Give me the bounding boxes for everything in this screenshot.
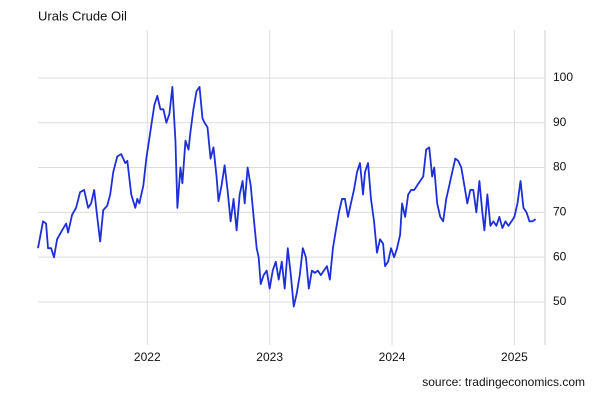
chart-title: Urals Crude Oil: [38, 8, 127, 23]
y-tick-label: 80: [553, 160, 567, 174]
price-line: [37, 86, 537, 308]
x-tick-label: 2022: [134, 350, 161, 364]
x-tick-label: 2025: [501, 350, 528, 364]
y-tick-label: 70: [553, 205, 567, 219]
y-tick-label: 100: [553, 70, 573, 84]
y-tick-label: 60: [553, 249, 567, 263]
x-tick-label: 2024: [379, 350, 406, 364]
y-tick-label: 90: [553, 115, 567, 129]
y-tick-label: 50: [553, 294, 567, 308]
source: source: tradingeconomics.com: [422, 375, 585, 389]
x-tick-label: 2023: [256, 350, 283, 364]
